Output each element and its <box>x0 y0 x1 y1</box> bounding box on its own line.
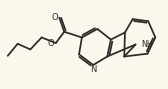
Text: N: N <box>90 65 96 74</box>
Text: O: O <box>51 13 58 22</box>
Text: NH: NH <box>141 40 153 49</box>
Text: O: O <box>48 39 55 48</box>
